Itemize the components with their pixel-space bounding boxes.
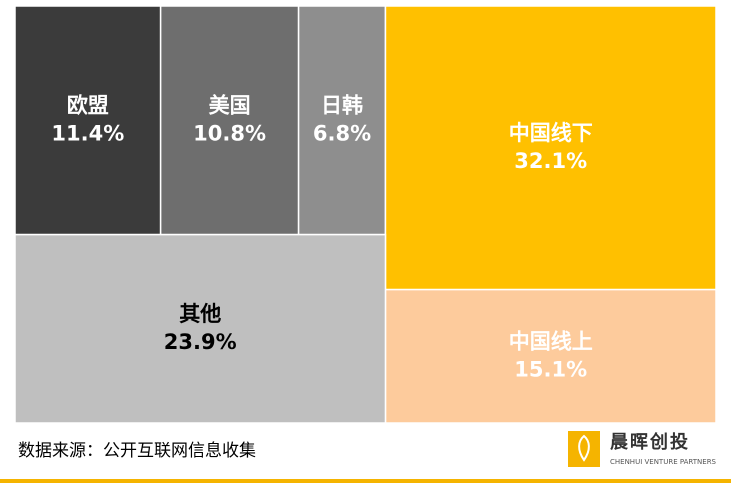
logo-name: 晨晖创投 [610, 431, 690, 453]
tile-value: 15.1% [514, 357, 587, 381]
tile-label: 日韩 [321, 93, 363, 117]
tile-value: 6.8% [313, 121, 371, 145]
logo: 晨晖创投 CHENHUI VENTURE PARTNERS [568, 431, 717, 467]
tile [297, 5, 387, 236]
logo-leaf [578, 434, 590, 462]
footer-bar [0, 479, 731, 483]
tile-label: 欧盟 [67, 93, 109, 117]
tile [384, 288, 717, 424]
tile-label: 中国线下 [509, 121, 593, 145]
tile [14, 233, 387, 424]
tile-value: 10.8% [193, 121, 266, 145]
tile [384, 5, 717, 291]
logo-subtitle: CHENHUI VENTURE PARTNERS [610, 458, 717, 466]
tile-label: 中国线上 [509, 329, 593, 353]
source-note: 数据来源：公开互联网信息收集 [18, 441, 256, 461]
tile-value: 32.1% [514, 149, 587, 173]
tile-label: 美国 [209, 93, 251, 117]
tile [159, 5, 300, 236]
tile [14, 5, 162, 236]
tile-label: 其他 [179, 302, 221, 326]
tile-value: 23.9% [164, 330, 237, 354]
tile-value: 11.4% [51, 121, 124, 145]
